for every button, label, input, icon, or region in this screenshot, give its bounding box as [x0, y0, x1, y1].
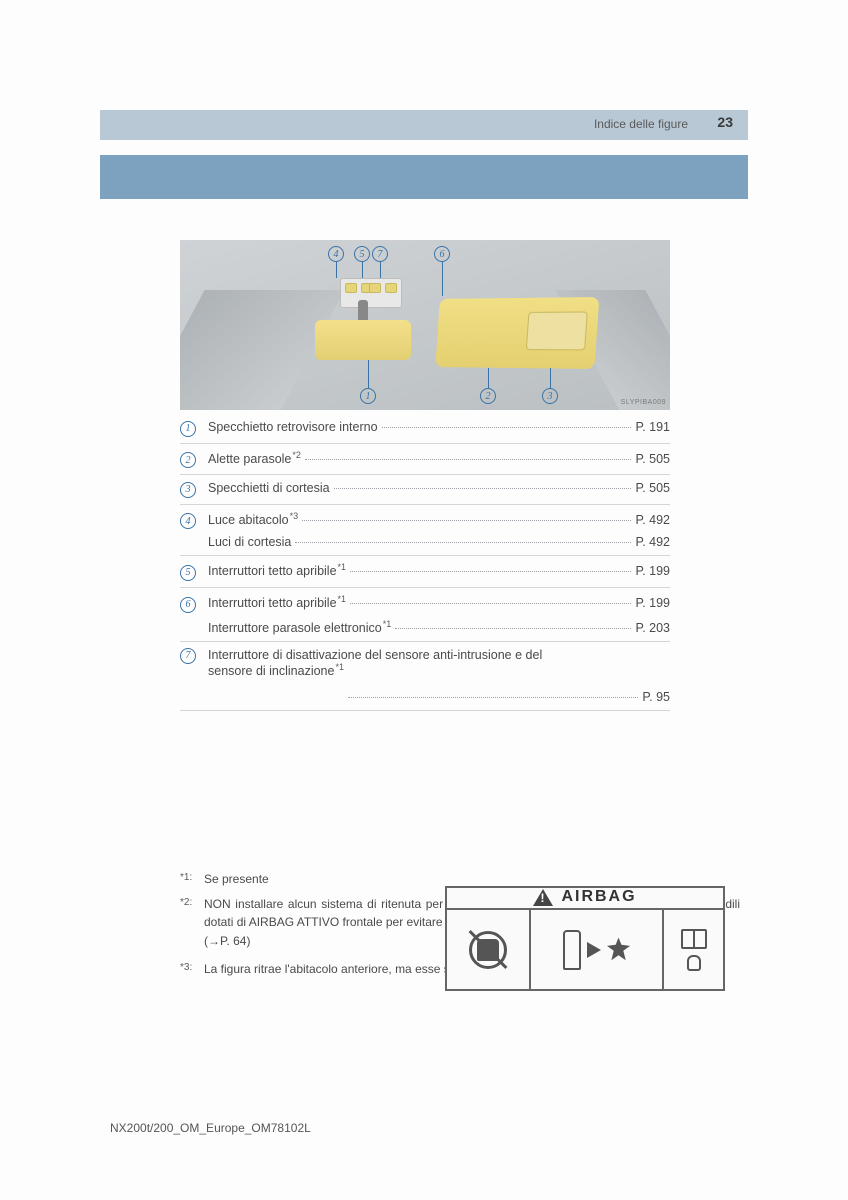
leader-line — [550, 368, 551, 388]
airbag-warning-label: AIRBAG — [445, 886, 725, 991]
row-callout-icon: 3 — [180, 482, 196, 498]
index-row: 4 Luce abitacolo*3 P. 492 — [180, 511, 670, 530]
leader-line — [362, 262, 363, 278]
manual-page: Indice delle figure 23 4 5 7 6 1 2 — [0, 0, 848, 1200]
row-label: Specchietto retrovisore interno — [208, 420, 378, 434]
callout-2-icon: 2 — [480, 388, 496, 404]
row-separator — [180, 587, 670, 588]
index-row: 1 Specchietto retrovisore interno P. 191 — [180, 420, 670, 437]
console-button — [369, 283, 381, 293]
interior-mirror — [315, 320, 411, 360]
figure-code: SLYPIBA009 — [621, 399, 666, 406]
row-page: P. 199 — [635, 596, 670, 610]
leader-line — [442, 262, 443, 296]
leader-line — [368, 360, 369, 388]
warning-triangle-icon — [533, 889, 553, 906]
leader-dots — [305, 459, 632, 460]
row-label: Specchietti di cortesia — [208, 481, 330, 495]
callout-3-icon: 3 — [542, 388, 558, 404]
leader-dots — [350, 603, 631, 604]
header-section-title: Indice delle figure — [594, 117, 688, 131]
row-page: P. 191 — [635, 420, 670, 434]
row-callout-icon: 2 — [180, 452, 196, 468]
footnote-mark: *1: — [180, 870, 204, 889]
row-separator — [180, 474, 670, 475]
row-page: P. 199 — [635, 564, 670, 578]
row-label: Luci di cortesia — [208, 535, 291, 549]
row-separator — [180, 710, 670, 711]
leader-dots — [348, 697, 638, 698]
callout-7-icon: 7 — [372, 246, 388, 262]
row-separator — [180, 555, 670, 556]
airbag-pictogram-grid — [447, 910, 723, 989]
footnote-mark: *2: — [180, 895, 204, 951]
row-callout-icon: 6 — [180, 597, 196, 613]
row-label: Luce abitacolo*3 — [208, 511, 298, 527]
row-callout-icon: 7 — [180, 648, 196, 664]
airbag-impact-icon — [531, 910, 665, 989]
callout-5-icon: 5 — [354, 246, 370, 262]
read-manual-icon — [664, 910, 723, 989]
leader-line — [336, 262, 337, 278]
index-row: 3 Specchietti di cortesia P. 505 — [180, 481, 670, 498]
console-button — [385, 283, 397, 293]
row-callout-icon: 5 — [180, 565, 196, 581]
leader-dots — [302, 520, 631, 521]
row-page: P. 95 — [642, 690, 670, 704]
row-separator — [180, 641, 670, 642]
index-subrow: Luci di cortesia P. 492 — [208, 535, 670, 549]
index-row: 6 Interruttori tetto apribile*1 P. 199 — [180, 594, 670, 613]
row-callout-icon: 1 — [180, 421, 196, 437]
callout-6-icon: 6 — [434, 246, 450, 262]
row-label: Interruttore parasole elettronico*1 — [208, 619, 391, 635]
index-row: 2 Alette parasole*2 P. 505 — [180, 450, 670, 469]
footnote-mark: *3: — [180, 960, 204, 979]
document-reference: NX200t/200_OM_Europe_OM78102L — [110, 1121, 311, 1135]
no-rear-facing-child-icon — [447, 910, 531, 989]
row-separator — [180, 504, 670, 505]
leader-dots — [382, 427, 632, 428]
row-label: Interruttori tetto apribile*1 — [208, 562, 346, 578]
leader-dots — [395, 628, 631, 629]
airbag-title: AIRBAG — [561, 888, 636, 906]
leader-dots — [295, 542, 631, 543]
vanity-mirror — [526, 311, 588, 350]
console-button — [345, 283, 357, 293]
index-subrow: Interruttore parasole elettronico*1 P. 2… — [208, 619, 670, 635]
row-page: P. 505 — [635, 452, 670, 466]
index-row: 5 Interruttori tetto apribile*1 P. 199 — [180, 562, 670, 581]
overhead-console — [340, 278, 402, 308]
footnote-page-ref: (→P. 64) — [204, 934, 250, 948]
leader-dots — [350, 571, 631, 572]
row-page: P. 203 — [635, 621, 670, 635]
index-row: 7 Interruttore di disattivazione del sen… — [180, 648, 670, 704]
callout-4-icon: 4 — [328, 246, 344, 262]
airbag-title-bar: AIRBAG — [447, 886, 723, 910]
leader-line — [380, 262, 381, 278]
index-list: 1 Specchietto retrovisore interno P. 191… — [180, 420, 670, 717]
row-label: Alette parasole*2 — [208, 450, 301, 466]
row-label: Interruttore di disattivazione del senso… — [208, 648, 588, 678]
callout-1-icon: 1 — [360, 388, 376, 404]
leader-dots — [334, 488, 632, 489]
sun-visor — [435, 297, 599, 369]
leader-line — [488, 368, 489, 388]
row-page: P. 492 — [635, 535, 670, 549]
row-callout-icon: 4 — [180, 513, 196, 529]
header-accent-bar — [100, 155, 748, 199]
row-label: Interruttori tetto apribile*1 — [208, 594, 346, 610]
row-page: P. 492 — [635, 513, 670, 527]
ceiling-figure: 4 5 7 6 1 2 3 SLYPIBA009 — [180, 240, 670, 410]
row-page: P. 505 — [635, 481, 670, 495]
page-number: 23 — [717, 114, 733, 130]
row-separator — [180, 443, 670, 444]
